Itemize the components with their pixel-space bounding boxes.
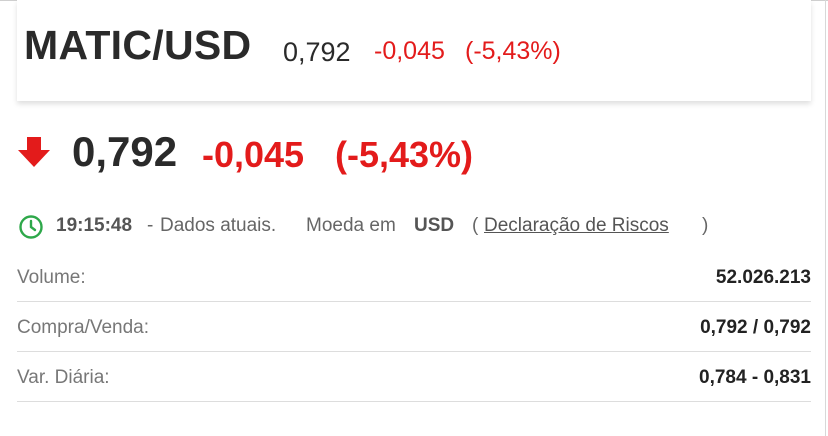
last-price: 0,792 bbox=[72, 128, 178, 175]
paren-close: ) bbox=[702, 215, 709, 236]
stat-row-day-range: Var. Diária: 0,784 - 0,831 bbox=[17, 351, 811, 402]
quote-header: MATIC/USD 0,792 -0,045 (-5,43%) bbox=[17, 0, 811, 101]
stat-label: Compra/Venda: bbox=[17, 317, 150, 338]
last-update-time: 19:15:48 bbox=[56, 215, 133, 236]
stat-row-bid-ask: Compra/Venda: 0,792 / 0,792 bbox=[17, 301, 811, 352]
price-change-percent: (-5,43%) bbox=[335, 134, 474, 175]
stat-label: Var. Diária: bbox=[17, 367, 110, 388]
stat-value: 0,784 - 0,831 bbox=[699, 367, 811, 388]
stat-value: 52.026.213 bbox=[715, 267, 811, 288]
time-separator: - bbox=[147, 215, 154, 236]
stat-value: 0,792 / 0,792 bbox=[700, 317, 811, 338]
pair-title: MATIC/USD bbox=[24, 22, 252, 68]
header-price: 0,792 bbox=[283, 37, 351, 67]
currency-code: USD bbox=[414, 215, 455, 236]
right-border bbox=[825, 0, 826, 436]
currency-label: Moeda em bbox=[306, 215, 396, 236]
header-change: -0,045 bbox=[374, 37, 445, 65]
paren-open: ( bbox=[472, 215, 479, 236]
stat-row-volume: Volume: 52.026.213 bbox=[17, 251, 811, 302]
price-change: -0,045 bbox=[202, 134, 305, 175]
live-data-label: Dados atuais. bbox=[160, 215, 277, 236]
arrow-down-icon bbox=[18, 137, 50, 172]
stat-label: Volume: bbox=[17, 267, 86, 288]
clock-icon bbox=[18, 214, 44, 245]
risk-disclosure-link[interactable]: Declaração de Riscos bbox=[484, 215, 669, 236]
header-change-percent: (-5,43%) bbox=[465, 37, 561, 65]
